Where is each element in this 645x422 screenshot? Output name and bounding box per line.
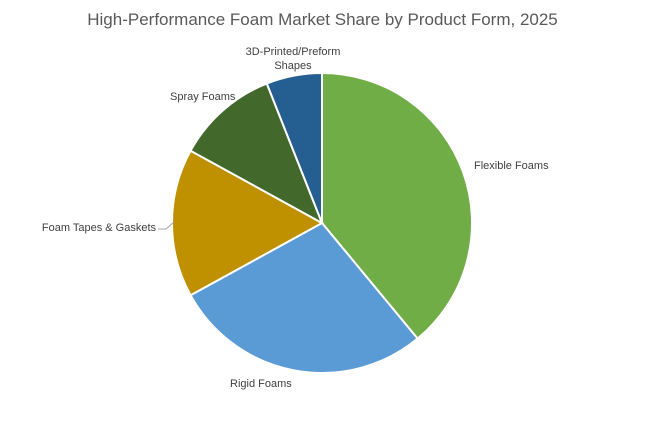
slice-label: 3D-Printed/Preform Shapes	[245, 46, 341, 72]
pie-slice	[171, 149, 325, 297]
slice-label: Foam Tapes & Gaskets	[41, 222, 156, 234]
leader-line	[158, 221, 175, 230]
pie-slice	[265, 71, 323, 224]
pie-slice	[189, 221, 420, 374]
slice-label: Rigid Foams	[230, 378, 292, 390]
pie-slice	[189, 82, 324, 226]
chart-title: High-Performance Foam Market Share by Pr…	[87, 10, 558, 29]
slice-label: Flexible Foams	[474, 160, 549, 172]
pie-slice	[321, 71, 473, 340]
slice-label: Spray Foams	[170, 91, 236, 103]
